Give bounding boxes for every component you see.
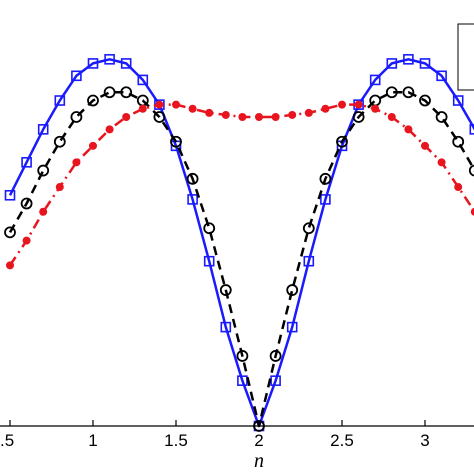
series-0-point-18 xyxy=(303,255,315,267)
series-1-point-14 xyxy=(236,350,249,362)
series-0-point-3 xyxy=(54,95,66,106)
x-tick-label-4: 2.5 xyxy=(330,431,354,450)
series-0-point-1 xyxy=(21,157,32,168)
series-1-point-19 xyxy=(319,172,332,185)
series-0-point-6 xyxy=(104,54,115,65)
series-0-point-16 xyxy=(270,375,281,386)
series-2 xyxy=(6,100,474,270)
series-1-point-17 xyxy=(286,284,299,296)
plot-series-layer xyxy=(4,54,474,432)
series-0-point-11 xyxy=(187,194,198,205)
series-1-point-22 xyxy=(369,94,382,107)
series-1-point-2 xyxy=(37,164,50,177)
series-2-point-7 xyxy=(122,113,131,121)
series-1-point-25 xyxy=(419,94,431,107)
series-0-point-28 xyxy=(469,124,474,135)
series-0-point-8 xyxy=(137,74,149,86)
x-tick-label-0: .5 xyxy=(0,431,14,450)
series-1-point-1 xyxy=(20,197,33,210)
series-0-point-14 xyxy=(237,375,248,386)
x-tick-label-1: 1 xyxy=(88,431,97,450)
x-tick-label-5: 3 xyxy=(420,431,429,450)
series-1-point-28 xyxy=(468,164,474,177)
series-2-point-28 xyxy=(470,207,474,216)
series-2-point-18 xyxy=(304,108,313,117)
series-0-point-12 xyxy=(203,255,215,267)
series-1-point-5 xyxy=(87,94,99,107)
series-2-point-2 xyxy=(39,207,48,216)
series-1-point-18 xyxy=(302,222,315,235)
series-0-point-0 xyxy=(4,189,16,201)
series-2-point-0 xyxy=(6,261,14,270)
series-0-point-23 xyxy=(386,58,398,69)
series-1-point-11 xyxy=(186,172,199,185)
series-0-point-5 xyxy=(87,58,99,69)
series-2-point-3 xyxy=(55,183,64,192)
series-0-point-22 xyxy=(369,74,381,86)
series-2-point-27 xyxy=(454,183,463,192)
series-2-point-10 xyxy=(172,100,180,109)
series-2-point-14 xyxy=(238,113,247,121)
x-axis-label: n xyxy=(254,450,264,472)
series-2-point-12 xyxy=(205,108,214,117)
series-2-point-8 xyxy=(138,104,147,113)
series-0-point-7 xyxy=(120,58,132,69)
x-tick-label-2: 1.5 xyxy=(164,431,188,450)
x-axis-ticks: .5 1 1.5 2 2.5 3 xyxy=(0,420,430,450)
series-1-point-0 xyxy=(4,226,16,239)
series-1-point-27 xyxy=(452,135,465,148)
series-0-point-13 xyxy=(220,321,232,333)
series-2-point-13 xyxy=(221,110,230,119)
series-2-point-25 xyxy=(421,141,429,150)
series-2-line xyxy=(8,103,474,266)
series-0-point-19 xyxy=(320,194,331,205)
series-0-point-2 xyxy=(37,124,49,135)
series-2-point-22 xyxy=(371,104,380,113)
series-1-point-6 xyxy=(103,86,116,99)
series-2-point-9 xyxy=(155,100,164,109)
series-1-point-26 xyxy=(435,111,448,123)
series-1-point-23 xyxy=(385,86,398,99)
series-2-point-6 xyxy=(105,125,114,134)
series-1-point-24 xyxy=(402,86,415,99)
series-2-point-4 xyxy=(72,158,81,167)
series-0-point-26 xyxy=(436,70,447,82)
series-2-point-17 xyxy=(288,110,297,119)
series-0-point-27 xyxy=(452,95,464,106)
series-0-point-24 xyxy=(403,54,414,65)
series-2-point-1 xyxy=(22,236,31,245)
series-2-point-5 xyxy=(89,141,97,150)
series-1-point-3 xyxy=(53,135,66,148)
series-2-point-21 xyxy=(354,100,363,109)
series-1 xyxy=(4,86,474,432)
series-1-point-21 xyxy=(352,111,365,123)
series-1-point-13 xyxy=(219,284,232,296)
x-tick-label-3: 2 xyxy=(254,431,263,450)
series-1-point-9 xyxy=(153,111,166,123)
series-2-point-11 xyxy=(188,104,197,113)
series-1-point-4 xyxy=(70,111,83,123)
series-1-point-7 xyxy=(120,86,133,99)
series-2-point-19 xyxy=(321,104,330,113)
series-1-point-12 xyxy=(203,222,216,235)
series-1-point-20 xyxy=(336,135,348,148)
series-0-point-4 xyxy=(71,70,82,82)
series-2-point-15 xyxy=(255,113,263,121)
series-2-point-24 xyxy=(404,125,413,134)
series-1-point-10 xyxy=(170,135,182,148)
series-2-point-26 xyxy=(437,158,446,167)
series-2-point-20 xyxy=(338,100,346,109)
series-2-point-16 xyxy=(271,113,280,121)
series-0-point-17 xyxy=(286,321,298,333)
series-1-point-16 xyxy=(269,350,282,362)
series-0-point-25 xyxy=(419,58,431,69)
legend-box xyxy=(457,23,474,91)
series-2-point-23 xyxy=(387,113,396,121)
